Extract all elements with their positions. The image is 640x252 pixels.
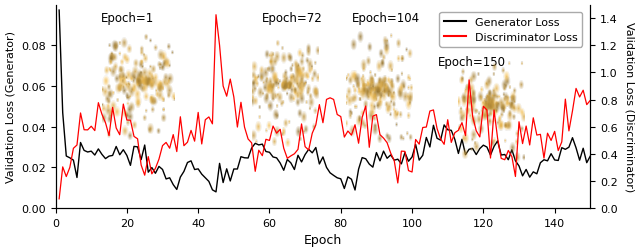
Y-axis label: Validation Loss (Discriminator): Validation Loss (Discriminator) (625, 22, 634, 192)
Legend: Generator Loss, Discriminator Loss: Generator Loss, Discriminator Loss (439, 13, 582, 47)
Y-axis label: Validation Loss (Generator): Validation Loss (Generator) (6, 31, 15, 183)
Text: Epoch=150: Epoch=150 (438, 56, 506, 69)
Text: Epoch=104: Epoch=104 (353, 12, 420, 24)
X-axis label: Epoch: Epoch (304, 234, 342, 246)
Text: Epoch=1: Epoch=1 (101, 12, 154, 24)
Text: Epoch=72: Epoch=72 (262, 12, 322, 24)
